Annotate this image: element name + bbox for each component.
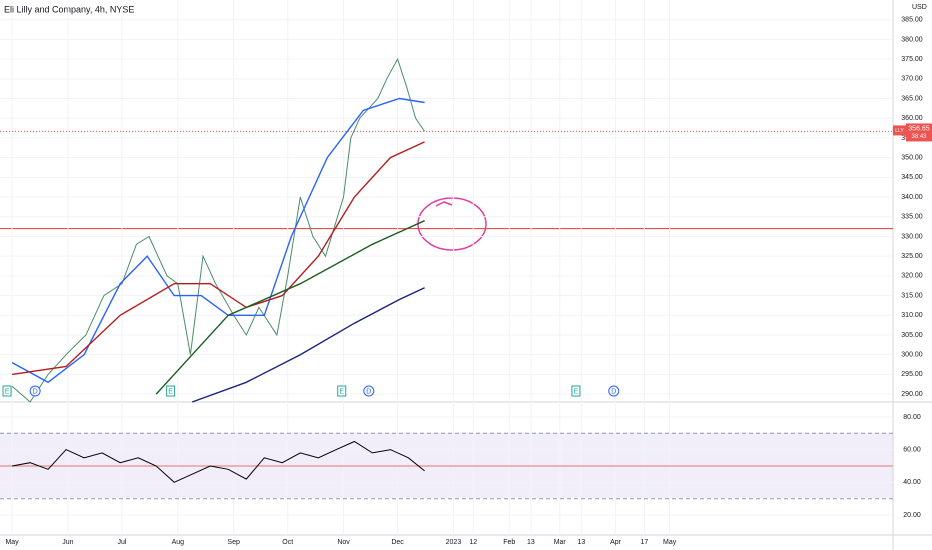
x-tick-label: Nov <box>337 539 350 546</box>
price-tag <box>906 123 932 142</box>
price-tag <box>893 125 906 136</box>
x-tick-label: Jul <box>117 539 126 546</box>
event-label: E <box>5 388 10 395</box>
y-tick-label: 300.00 <box>901 352 923 359</box>
event-marker <box>337 385 347 397</box>
y-tick-label: 295.00 <box>901 371 923 378</box>
event-label: D <box>366 388 371 395</box>
y-tick-label: 20.00 <box>903 512 921 519</box>
event-label: D <box>33 388 38 395</box>
y-tick-label: 330.00 <box>901 233 923 240</box>
x-tick-label: 17 <box>640 539 648 546</box>
event-label: D <box>611 388 616 395</box>
series-line <box>155 220 425 395</box>
series-line <box>11 57 426 403</box>
event-marker <box>2 385 12 397</box>
event-marker <box>166 385 176 397</box>
x-tick-label: May <box>663 539 677 546</box>
y-tick-label: 320.00 <box>901 273 923 280</box>
y-tick-label: 385.00 <box>901 17 923 24</box>
event-marker <box>571 385 581 397</box>
series-line <box>12 440 425 483</box>
y-tick-label: 315.00 <box>901 292 923 299</box>
y-tick-label: 380.00 <box>901 36 923 43</box>
countdown: 38:43 <box>911 134 927 140</box>
x-tick-label: Mar <box>554 539 567 546</box>
y-tick-label: 40.00 <box>903 479 921 486</box>
event-marker <box>29 385 41 397</box>
x-tick-label: Oct <box>282 539 293 546</box>
y-tick-label: 350.00 <box>901 154 923 161</box>
x-tick-label: 12 <box>469 539 477 546</box>
y-tick-label: 365.00 <box>901 95 923 102</box>
y-tick-label: 335.00 <box>901 214 923 221</box>
event-label: E <box>339 388 344 395</box>
x-tick-label: Dec <box>391 539 404 546</box>
y-tick-label: 290.00 <box>901 391 923 398</box>
event-marker <box>363 385 375 397</box>
annotation-stroke <box>435 201 453 207</box>
chart-title: Eli Lilly and Company, 4h, NYSE <box>4 4 134 14</box>
y-tick-label: 370.00 <box>901 76 923 83</box>
y-tick-label: 340.00 <box>901 194 923 201</box>
y-tick-label: 60.00 <box>903 446 921 453</box>
currency: USD <box>912 4 927 11</box>
last-price-label: 356.65 <box>908 125 930 132</box>
x-tick-label: Sep <box>227 539 240 546</box>
y-tick-label: 360.00 <box>901 115 923 122</box>
x-tick-label: 13 <box>577 539 585 546</box>
x-tick-label: 13 <box>527 539 535 546</box>
series-line <box>191 287 425 403</box>
x-tick-label: Jun <box>62 539 73 546</box>
y-tick-label: 305.00 <box>901 332 923 339</box>
symbol-tag: LLY <box>895 128 904 134</box>
x-tick-label: 2023 <box>446 539 462 546</box>
event-label: E <box>168 388 173 395</box>
y-tick-label: 345.00 <box>901 174 923 181</box>
x-tick-label: May <box>5 539 19 546</box>
x-tick-label: Feb <box>503 539 515 546</box>
event-marker <box>608 385 620 397</box>
x-tick-label: Apr <box>610 539 622 546</box>
x-tick-label: Aug <box>172 539 185 546</box>
y-tick-label: 310.00 <box>901 312 923 319</box>
y-tick-label: 325.00 <box>901 253 923 260</box>
event-label: E <box>574 388 579 395</box>
y-tick-label: 375.00 <box>901 56 923 63</box>
y-tick-label: 80.00 <box>903 414 921 421</box>
